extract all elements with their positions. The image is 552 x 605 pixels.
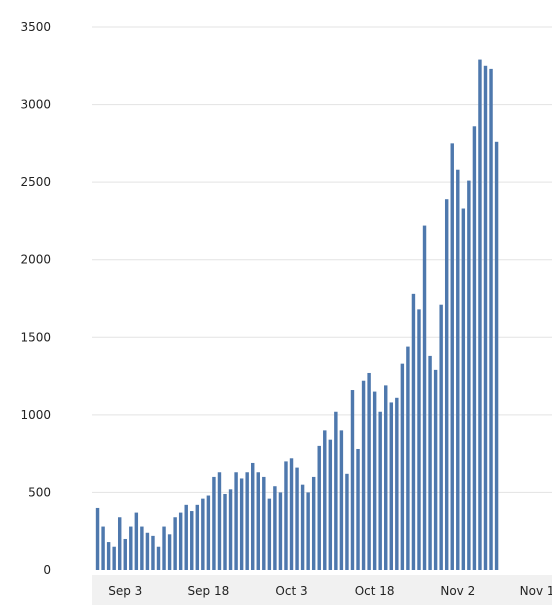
bar bbox=[450, 143, 454, 570]
y-tick-label: 3000 bbox=[20, 98, 51, 112]
bar bbox=[112, 546, 116, 570]
bar bbox=[95, 507, 100, 570]
y-tick-label: 1000 bbox=[20, 408, 51, 422]
bar bbox=[251, 462, 255, 570]
bar bbox=[129, 526, 133, 570]
x-tick-label: Nov 17 bbox=[520, 584, 552, 598]
y-tick-label: 0 bbox=[43, 563, 51, 577]
bar bbox=[400, 363, 405, 570]
bar bbox=[406, 346, 410, 570]
bar bbox=[123, 538, 127, 570]
bar bbox=[345, 473, 349, 570]
bar bbox=[195, 504, 200, 570]
bar bbox=[162, 526, 166, 570]
bar bbox=[356, 448, 360, 570]
bar bbox=[278, 492, 283, 570]
bar bbox=[184, 504, 188, 570]
bar bbox=[167, 534, 172, 570]
bar bbox=[228, 489, 233, 570]
x-tick-label: Oct 18 bbox=[355, 584, 395, 598]
bar bbox=[190, 511, 194, 570]
bar bbox=[395, 397, 399, 570]
bar bbox=[239, 478, 244, 570]
bar bbox=[101, 526, 105, 570]
bar bbox=[201, 498, 205, 570]
y-tick-label: 2000 bbox=[20, 253, 51, 267]
bar bbox=[389, 402, 393, 570]
x-tick-label: Nov 2 bbox=[440, 584, 475, 598]
gridlines bbox=[92, 26, 552, 493]
bar bbox=[262, 476, 266, 570]
bar bbox=[483, 65, 488, 571]
bar bbox=[134, 512, 139, 570]
bar bbox=[411, 293, 416, 570]
bar bbox=[350, 390, 355, 570]
bar bbox=[145, 532, 150, 570]
bar bbox=[428, 355, 432, 570]
bar bbox=[323, 430, 327, 570]
y-tick-label: 2500 bbox=[20, 175, 51, 189]
bar bbox=[267, 498, 272, 570]
y-tick-label: 500 bbox=[28, 485, 51, 499]
bar bbox=[140, 526, 144, 570]
bar bbox=[384, 385, 388, 570]
bar bbox=[472, 126, 477, 570]
bar bbox=[284, 461, 288, 570]
y-axis-tick-labels: 0 500 1000 1500 2000 2500 3000 3500 bbox=[20, 20, 51, 577]
bar bbox=[339, 430, 344, 570]
bar bbox=[289, 458, 294, 570]
y-tick-label: 1500 bbox=[20, 330, 51, 344]
bar bbox=[151, 535, 155, 570]
bar bbox=[223, 493, 227, 570]
bar bbox=[217, 472, 222, 570]
bar bbox=[334, 411, 338, 570]
bar bbox=[117, 517, 122, 570]
x-axis-band bbox=[92, 575, 552, 605]
bar bbox=[467, 180, 471, 570]
bar bbox=[178, 512, 183, 570]
bar bbox=[156, 546, 161, 570]
bar bbox=[317, 445, 321, 570]
bar bbox=[295, 467, 299, 570]
bar bbox=[206, 495, 211, 570]
bar bbox=[494, 141, 499, 570]
bar bbox=[417, 309, 421, 570]
bar bbox=[212, 476, 216, 570]
x-tick-label: Oct 3 bbox=[275, 584, 307, 598]
bar bbox=[456, 169, 460, 570]
x-axis-tick-labels: Sep 3 Sep 18 Oct 3 Oct 18 Nov 2 Nov 17 bbox=[108, 584, 552, 598]
bar bbox=[378, 411, 382, 570]
y-tick-label: 3500 bbox=[20, 20, 51, 34]
bar bbox=[367, 372, 371, 570]
bar bbox=[422, 225, 427, 570]
bar bbox=[306, 492, 310, 570]
bar bbox=[256, 472, 260, 570]
bar bbox=[273, 486, 277, 570]
bar bbox=[328, 439, 333, 570]
bar bbox=[106, 542, 111, 570]
bar bbox=[489, 68, 493, 570]
bar bbox=[311, 476, 316, 570]
x-tick-label: Sep 3 bbox=[108, 584, 142, 598]
bar bbox=[461, 208, 466, 570]
bar bbox=[245, 472, 249, 570]
bar bbox=[444, 199, 449, 571]
x-tick-label: Sep 18 bbox=[188, 584, 230, 598]
bar bbox=[478, 59, 482, 570]
bar bbox=[433, 369, 438, 570]
bar bbox=[234, 472, 238, 570]
bar bbox=[439, 304, 443, 570]
bar bbox=[372, 391, 377, 570]
bars bbox=[95, 59, 499, 571]
bar bbox=[300, 484, 305, 570]
bar bbox=[173, 517, 177, 570]
bar bbox=[361, 380, 366, 570]
